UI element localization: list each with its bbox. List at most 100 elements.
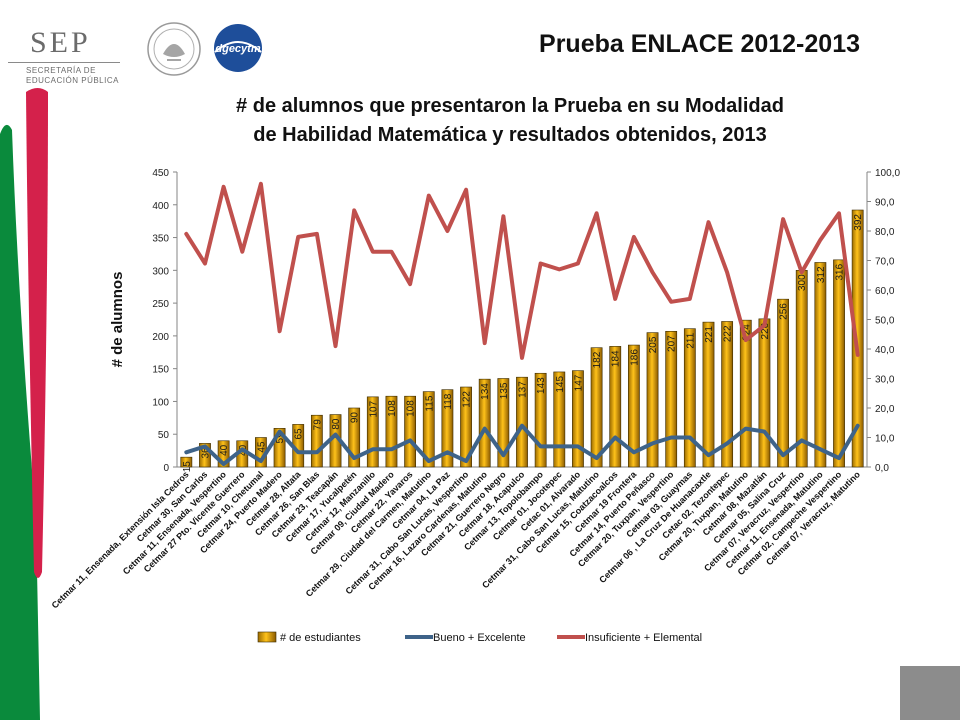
bar-data-label: 137 bbox=[518, 381, 529, 398]
legend-item: Insuficiente + Elemental bbox=[557, 632, 702, 644]
y2-tick-label: 10,0 bbox=[875, 434, 895, 445]
bar-data-label: 145 bbox=[555, 376, 566, 393]
bar-data-label: 118 bbox=[443, 393, 454, 409]
bar bbox=[366, 396, 379, 468]
legend-label: # de estudiantes bbox=[280, 632, 361, 644]
bar bbox=[758, 318, 771, 468]
bar bbox=[497, 378, 510, 468]
bar bbox=[217, 440, 230, 468]
bar-data-label: 226 bbox=[760, 322, 771, 339]
bar-data-label: 392 bbox=[853, 214, 864, 231]
corner-block bbox=[900, 666, 960, 720]
category-labels: Cetmar 11, Ensenada, Extensión Isla Cedr… bbox=[50, 469, 863, 611]
bar-data-label: 59 bbox=[275, 432, 286, 444]
bar bbox=[385, 395, 398, 468]
bar bbox=[516, 376, 528, 468]
bar-data-label: 80 bbox=[331, 418, 342, 430]
bar bbox=[795, 270, 808, 468]
bar-data-label: 211 bbox=[685, 332, 696, 348]
bar-data-label: 65 bbox=[294, 428, 305, 440]
dgecytm-logo: dgecytm bbox=[214, 24, 262, 72]
bar bbox=[590, 347, 603, 468]
y-tick-label: 250 bbox=[152, 299, 169, 310]
chart-title-line-2: de Habilidad Matemática y resultados obt… bbox=[253, 124, 767, 146]
dgecytm-logo-text: dgecytm bbox=[215, 43, 260, 55]
y-tick-label: 0 bbox=[163, 463, 169, 474]
sep-divider bbox=[8, 62, 120, 63]
bar-data-label: 300 bbox=[797, 274, 808, 291]
bar bbox=[534, 372, 547, 468]
bar-series bbox=[180, 209, 864, 468]
bar bbox=[180, 456, 193, 468]
bar bbox=[348, 407, 361, 468]
bar-data-label: 182 bbox=[592, 351, 603, 368]
y2-tick-label: 100,0 bbox=[875, 168, 900, 179]
y2-tick-label: 70,0 bbox=[875, 257, 895, 268]
red-band bbox=[26, 88, 48, 578]
legend-label: Bueno + Excelente bbox=[433, 632, 526, 644]
bar-data-label: 122 bbox=[462, 391, 473, 408]
y2-tick-label: 50,0 bbox=[875, 316, 895, 327]
sep-logo: SEP SECRETARÍA DE EDUCACIÓN PÚBLICA bbox=[8, 26, 120, 86]
bar-data-label: 45 bbox=[256, 441, 267, 453]
legend-swatch bbox=[257, 631, 277, 643]
bar bbox=[702, 321, 715, 468]
green-band bbox=[0, 124, 40, 720]
bar-data-label: 40 bbox=[219, 444, 230, 456]
bar-data-label: 312 bbox=[816, 266, 827, 283]
bar bbox=[627, 344, 640, 468]
bar bbox=[851, 209, 864, 468]
legend-item: # de estudiantes bbox=[257, 631, 361, 644]
bar-data-label: 256 bbox=[779, 303, 790, 320]
bar-data-label: 108 bbox=[387, 400, 398, 417]
y-tick-label: 50 bbox=[158, 430, 170, 441]
bar bbox=[609, 346, 622, 468]
bar bbox=[665, 330, 678, 468]
bar-data-label: 205 bbox=[648, 336, 659, 353]
bar bbox=[478, 378, 491, 468]
bar bbox=[404, 395, 417, 468]
bar bbox=[646, 332, 659, 468]
sep-word: SEP bbox=[30, 26, 91, 59]
bar-data-label: 79 bbox=[312, 419, 323, 431]
bar-data-label: 115 bbox=[424, 395, 435, 411]
chart-title-line-1: # de alumnos que presentaron la Prueba e… bbox=[236, 95, 784, 117]
bar-data-label: 207 bbox=[667, 335, 678, 352]
bar bbox=[273, 428, 286, 468]
bar-data-label: 224 bbox=[741, 324, 752, 341]
y-tick-label: 450 bbox=[152, 168, 169, 179]
y2-tick-label: 40,0 bbox=[875, 345, 895, 356]
bar-data-label: 222 bbox=[723, 325, 734, 342]
bar-data-label: 135 bbox=[499, 382, 510, 399]
bar-data-label: 186 bbox=[629, 349, 640, 366]
y2-tick-label: 90,0 bbox=[875, 198, 895, 209]
bar bbox=[199, 443, 211, 468]
bar-data-label: 36 bbox=[200, 447, 211, 459]
axes: 0 50 100 150 200 250 300 350 400 450 0,0 10,0 20,0 30… bbox=[152, 168, 900, 474]
bar-data-label: 107 bbox=[368, 400, 379, 417]
legend: # de estudiantes Bueno + Excelente Insufic… bbox=[257, 631, 702, 644]
y-tick-label: 100 bbox=[152, 397, 169, 408]
bar bbox=[683, 328, 696, 468]
y2-tick-label: 0,0 bbox=[875, 463, 889, 474]
legend-label: Insuficiente + Elemental bbox=[585, 632, 702, 644]
bar bbox=[739, 319, 752, 468]
bar bbox=[777, 298, 789, 468]
bar-data-label: 143 bbox=[536, 377, 547, 394]
bar-data-label: 90 bbox=[350, 412, 361, 424]
legend-item: Bueno + Excelente bbox=[405, 632, 526, 644]
sep-subtitle-2: EDUCACIÓN PÚBLICA bbox=[26, 76, 119, 85]
bar bbox=[833, 259, 845, 468]
y2-tick-label: 20,0 bbox=[875, 404, 895, 415]
bar bbox=[814, 262, 827, 468]
bueno-excelente-line bbox=[184, 423, 860, 467]
chart-title: # de alumnos que presentaron la Prueba e… bbox=[120, 92, 900, 150]
y-tick-label: 150 bbox=[152, 365, 169, 376]
bar bbox=[441, 389, 454, 468]
insuficiente-elemental-line bbox=[184, 181, 860, 360]
mexico-crest-icon bbox=[147, 22, 201, 76]
bar bbox=[721, 321, 734, 468]
page-title: Prueba ENLACE 2012-2013 bbox=[539, 30, 860, 58]
